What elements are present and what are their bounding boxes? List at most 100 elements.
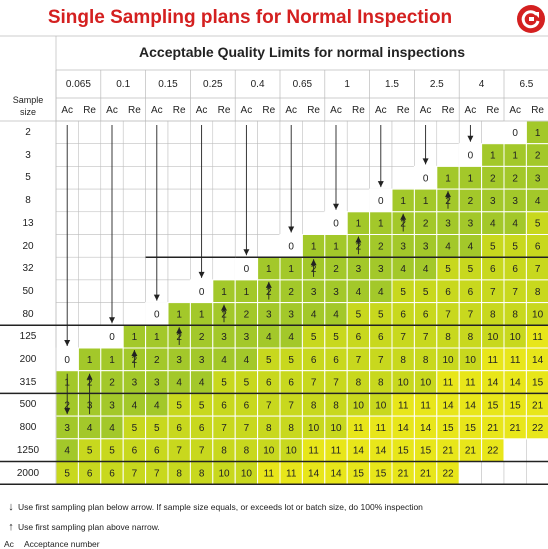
re-header: Re — [486, 105, 500, 116]
table-cell — [122, 256, 146, 281]
plan-value: 11 — [308, 446, 319, 457]
arrow-down-icon — [243, 249, 250, 256]
arrow-down-icon — [109, 317, 115, 324]
plan-value: 1 — [423, 196, 429, 207]
arrow-up-icon — [445, 191, 451, 198]
plan-value: 10 — [353, 400, 365, 411]
plan-value: 6 — [199, 423, 205, 434]
re-header: Re — [531, 105, 544, 116]
plan-value: 1 — [288, 264, 294, 275]
plan-value: 15 — [375, 468, 387, 479]
plan-value: 7 — [378, 355, 384, 366]
plan-value: 11 — [465, 378, 476, 389]
plan-value: 8 — [356, 378, 362, 389]
plan-value: 5 — [176, 400, 182, 411]
plan-value: 1 — [132, 332, 138, 343]
plan-value: 11 — [353, 423, 364, 434]
plan-value: 14 — [420, 423, 432, 434]
plan-value: 10 — [532, 309, 544, 320]
table-cell — [346, 120, 370, 144]
aql-level-label: 0.65 — [292, 79, 313, 90]
table-cell — [302, 188, 326, 213]
table-cell — [346, 143, 370, 167]
plan-value: 7 — [221, 423, 227, 434]
plan-value: 0 — [468, 151, 474, 162]
plan-value: 7 — [288, 400, 294, 411]
plan-value: 6 — [535, 241, 541, 252]
plan-value: 10 — [375, 400, 387, 411]
plan-value: 5 — [423, 287, 429, 298]
table-cell — [167, 234, 191, 258]
plan-value: 1 — [176, 309, 182, 320]
aql-level-label: 4 — [478, 79, 485, 90]
plan-value: 15 — [487, 400, 499, 411]
plan-value: 10 — [241, 468, 253, 479]
aql-level-label: 6.5 — [519, 79, 534, 90]
table-cell — [458, 461, 482, 485]
plan-value: 4 — [423, 264, 429, 275]
plan-value: 1 — [154, 332, 160, 343]
plan-value: 3 — [176, 355, 182, 366]
plan-value: 1 — [535, 128, 541, 139]
table-cell — [302, 166, 326, 190]
re-header: Re — [217, 105, 231, 116]
plan-value: 4 — [176, 378, 182, 389]
plan-value: 3 — [132, 378, 138, 389]
table-cell — [78, 211, 102, 235]
plan-value: 5 — [154, 423, 160, 434]
plan-value: 1 — [400, 196, 406, 207]
plan-value: 11 — [286, 468, 297, 479]
plan-value: 2 — [490, 173, 496, 184]
plan-value: 1 — [490, 151, 496, 162]
plan-value: 0 — [244, 264, 250, 275]
table-cell — [436, 120, 460, 144]
plan-value: 21 — [442, 446, 454, 457]
ac-header: Ac — [150, 105, 163, 116]
plan-value: 6 — [423, 309, 429, 320]
plan-value: 0 — [288, 241, 294, 252]
table-cell — [78, 166, 102, 190]
plan-value: 3 — [535, 173, 541, 184]
table-cell — [391, 143, 415, 167]
plan-value: 21 — [465, 446, 477, 457]
plan-value: 10 — [465, 355, 477, 366]
table-cell — [122, 188, 146, 213]
table-cell — [167, 211, 191, 235]
re-header: Re — [83, 105, 96, 116]
plan-value: 3 — [64, 423, 70, 434]
table-cell — [78, 325, 102, 349]
legend-down-arrow: ↓ Use first sampling plan below arrow. I… — [4, 501, 423, 513]
plan-value: 5 — [378, 309, 384, 320]
plan-value: 10 — [308, 423, 320, 434]
sample-size-label: 50 — [22, 285, 34, 297]
plan-value: 1 — [221, 287, 227, 298]
plan-value: 6 — [87, 468, 93, 479]
table-cell — [78, 234, 102, 258]
plan-value: 0 — [154, 309, 160, 320]
table-cell — [257, 143, 281, 167]
table-cell — [503, 438, 527, 462]
plan-value: 11 — [264, 468, 275, 479]
plan-value: 3 — [221, 332, 227, 343]
plan-value: 11 — [376, 423, 387, 434]
plan-value: 11 — [420, 400, 431, 411]
aql-level-label: 0.25 — [203, 79, 223, 90]
plan-value: 2 — [244, 309, 250, 320]
sample-size-label: 500 — [19, 399, 37, 411]
plan-value: 4 — [512, 219, 518, 230]
plan-value: 11 — [398, 400, 409, 411]
aql-level-label: 0.15 — [158, 79, 178, 90]
plan-value: 21 — [420, 468, 432, 479]
plan-value: 5 — [221, 378, 227, 389]
plan-value: 2 — [512, 173, 518, 184]
plan-value: 6 — [154, 446, 160, 457]
plan-value: 15 — [353, 468, 365, 479]
table-cell — [78, 279, 102, 303]
aql-level-label: 1.5 — [385, 79, 399, 90]
table-cell — [526, 461, 548, 485]
arrow-down-icon — [64, 408, 71, 415]
plan-value: 4 — [445, 241, 451, 252]
plan-value: 8 — [288, 423, 294, 434]
arrow-up-icon — [176, 327, 183, 334]
